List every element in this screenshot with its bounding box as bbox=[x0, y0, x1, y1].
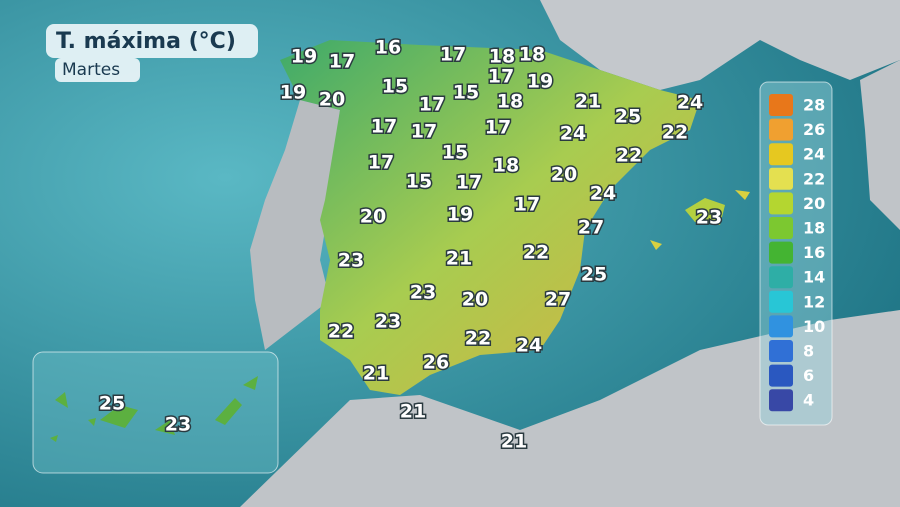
legend-swatch bbox=[769, 143, 793, 166]
temperature-label: 19 bbox=[447, 204, 473, 226]
legend-swatch bbox=[769, 167, 793, 190]
subtitle-box bbox=[55, 58, 140, 82]
temperature-label: 27 bbox=[578, 217, 604, 239]
temperature-label: 17 bbox=[419, 94, 445, 116]
title: T. máxima (°C) bbox=[56, 29, 236, 54]
temperature-label: 18 bbox=[493, 155, 519, 177]
legend-label: 20 bbox=[803, 194, 825, 213]
legend-label: 6 bbox=[803, 366, 814, 385]
legend-panel bbox=[759, 81, 833, 426]
temperature-label: 22 bbox=[616, 145, 642, 167]
legend: 28 26 24 22 20 18 16 14 12 10 8 6 4 bbox=[769, 94, 825, 412]
legend-label: 28 bbox=[803, 96, 825, 115]
temperature-label: 22 bbox=[662, 122, 688, 144]
temperature-label: 15 bbox=[453, 82, 479, 104]
temperature-label: 15 bbox=[406, 171, 432, 193]
africa bbox=[240, 310, 900, 507]
temperature-label: 21 bbox=[446, 248, 472, 270]
temperature-label: 16 bbox=[375, 37, 401, 59]
temperature-label: 17 bbox=[368, 152, 394, 174]
temperature-label: 17 bbox=[440, 44, 466, 66]
temperature-label: 20 bbox=[551, 164, 577, 186]
legend-label: 10 bbox=[803, 317, 825, 336]
temperature-label: 22 bbox=[328, 321, 354, 343]
legend-swatch bbox=[769, 340, 793, 362]
legend-swatch bbox=[769, 192, 793, 215]
temperature-label: 15 bbox=[442, 142, 468, 164]
temperature-label: 25 bbox=[581, 264, 607, 286]
temperature-label: 27 bbox=[545, 289, 571, 311]
corsica-sardinia bbox=[860, 60, 900, 230]
france bbox=[540, 0, 900, 90]
temperature-label: 24 bbox=[560, 123, 586, 145]
temperature-label: 20 bbox=[319, 89, 345, 111]
temperature-label: 23 bbox=[375, 311, 401, 333]
temperature-label: 23 bbox=[696, 207, 722, 229]
legend-swatch bbox=[769, 217, 793, 239]
temperature-label: 17 bbox=[411, 121, 437, 143]
temperature-label: 17 bbox=[371, 116, 397, 138]
legend-label: 4 bbox=[803, 391, 814, 410]
legend-label: 24 bbox=[803, 145, 825, 164]
legend-label: 12 bbox=[803, 292, 825, 311]
legend-label: 18 bbox=[803, 219, 825, 238]
spain bbox=[280, 40, 700, 395]
portugal bbox=[250, 100, 340, 350]
legend-swatch bbox=[769, 389, 793, 412]
temperature-label: 17 bbox=[485, 117, 511, 139]
temperature-label: 22 bbox=[465, 328, 491, 350]
legend-swatch bbox=[769, 94, 793, 116]
temperature-label: 23 bbox=[338, 250, 364, 272]
temperature-label: 21 bbox=[400, 401, 426, 423]
temperature-label: 20 bbox=[462, 289, 488, 311]
subtitle: Martes bbox=[62, 60, 120, 80]
temperature-label: 17 bbox=[488, 66, 514, 88]
legend-label: 16 bbox=[803, 243, 825, 262]
temperature-label: 17 bbox=[514, 194, 540, 216]
canary-inset bbox=[32, 351, 279, 474]
temperature-label: 19 bbox=[291, 46, 317, 68]
temperature-label: 17 bbox=[329, 51, 355, 73]
temperature-label: 26 bbox=[423, 352, 449, 374]
temperature-label: 18 bbox=[497, 91, 523, 113]
temperature-label: 21 bbox=[501, 431, 527, 453]
legend-swatch bbox=[769, 315, 793, 338]
temperature-label: 17 bbox=[456, 172, 482, 194]
temperature-label: 20 bbox=[360, 206, 386, 228]
temperature-label: 24 bbox=[516, 335, 542, 357]
temperature-label: 25 bbox=[99, 393, 125, 415]
temperature-label: 18 bbox=[489, 46, 515, 68]
temperature-label: 24 bbox=[677, 92, 703, 114]
temperature-label: 22 bbox=[523, 242, 549, 264]
temperature-label: 18 bbox=[519, 44, 545, 66]
balearic bbox=[685, 198, 725, 225]
title-box bbox=[46, 24, 258, 58]
legend-label: 22 bbox=[803, 169, 825, 188]
legend-swatch bbox=[769, 241, 793, 264]
temperature-label: 23 bbox=[410, 282, 436, 304]
legend-swatch bbox=[769, 118, 793, 141]
legend-swatch bbox=[769, 364, 793, 387]
temperature-label: 19 bbox=[527, 71, 553, 93]
temperature-label: 19 bbox=[280, 82, 306, 104]
temperature-label: 21 bbox=[363, 363, 389, 385]
legend-swatch bbox=[769, 290, 793, 313]
legend-swatch bbox=[769, 266, 793, 289]
temperature-label: 15 bbox=[382, 76, 408, 98]
temperature-label: 25 bbox=[615, 106, 641, 128]
legend-label: 14 bbox=[803, 268, 825, 287]
balearic-small bbox=[650, 190, 750, 250]
temperature-label: 23 bbox=[165, 414, 191, 436]
legend-label: 8 bbox=[803, 342, 814, 361]
temperature-label: 24 bbox=[590, 183, 616, 205]
temperature-label: 21 bbox=[575, 91, 601, 113]
legend-label: 26 bbox=[803, 120, 825, 139]
